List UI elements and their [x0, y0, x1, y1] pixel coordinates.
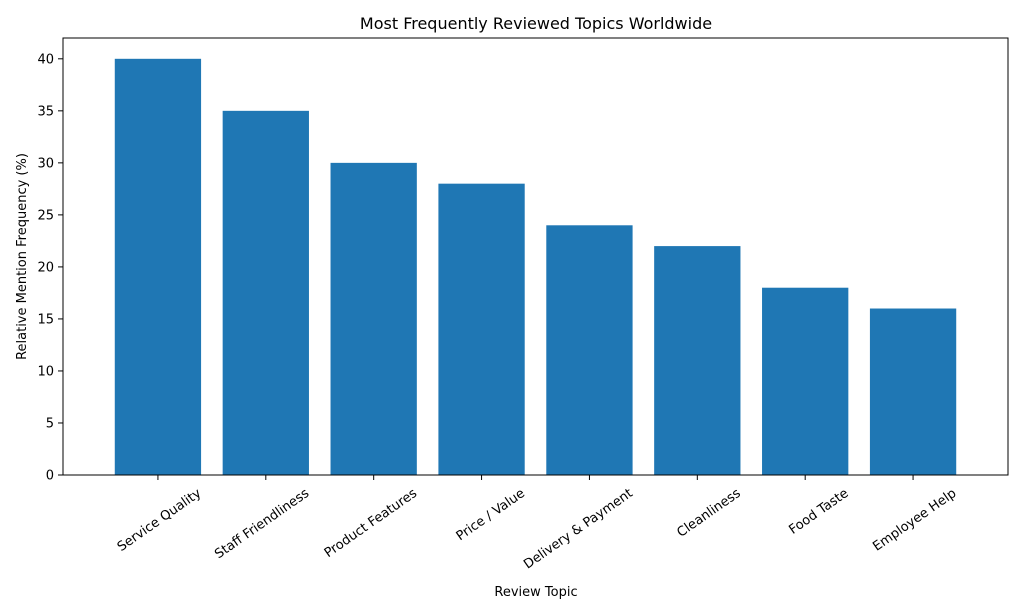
y-tick-label: 10 [37, 364, 54, 379]
chart-title: Most Frequently Reviewed Topics Worldwid… [360, 14, 712, 33]
bar-7 [869, 308, 957, 475]
y-axis-title: Relative Mention Frequency (%) [15, 153, 30, 360]
plot-area-frame [62, 37, 1009, 476]
bar-4 [546, 225, 633, 475]
bar-1 [222, 110, 309, 475]
x-axis-ticks: Service Quality Staff Friendliness Product… [115, 475, 959, 572]
x-axis-title: Review Topic [494, 585, 577, 600]
y-tick-label: 25 [37, 208, 54, 223]
x-tick-label: Employee Help [870, 486, 959, 555]
y-tick-label: 5 [46, 416, 54, 431]
x-tick-label: Price / Value [454, 486, 528, 544]
y-axis-ticks: 0 5 10 15 20 25 30 35 40 [37, 52, 63, 484]
bar-0 [114, 58, 202, 476]
y-tick-label: 35 [37, 104, 54, 119]
x-tick-label: Food Taste [786, 486, 851, 538]
x-tick-label: Cleanliness [674, 486, 743, 541]
bars-group [114, 58, 957, 476]
bar-5 [654, 246, 741, 475]
y-tick-label: 30 [37, 156, 54, 171]
x-tick-label: Service Quality [115, 486, 205, 555]
y-tick-label: 40 [37, 52, 54, 67]
x-tick-label: Delivery & Payment [521, 486, 636, 572]
x-tick-label: Product Features [322, 486, 420, 561]
y-tick-label: 20 [37, 260, 54, 275]
x-tick-label: Staff Friendliness [212, 486, 312, 562]
bar-3 [438, 183, 525, 476]
bar-6 [762, 287, 849, 475]
bar-2 [330, 162, 417, 476]
y-tick-label: 0 [46, 469, 54, 484]
y-tick-label: 15 [37, 312, 54, 327]
